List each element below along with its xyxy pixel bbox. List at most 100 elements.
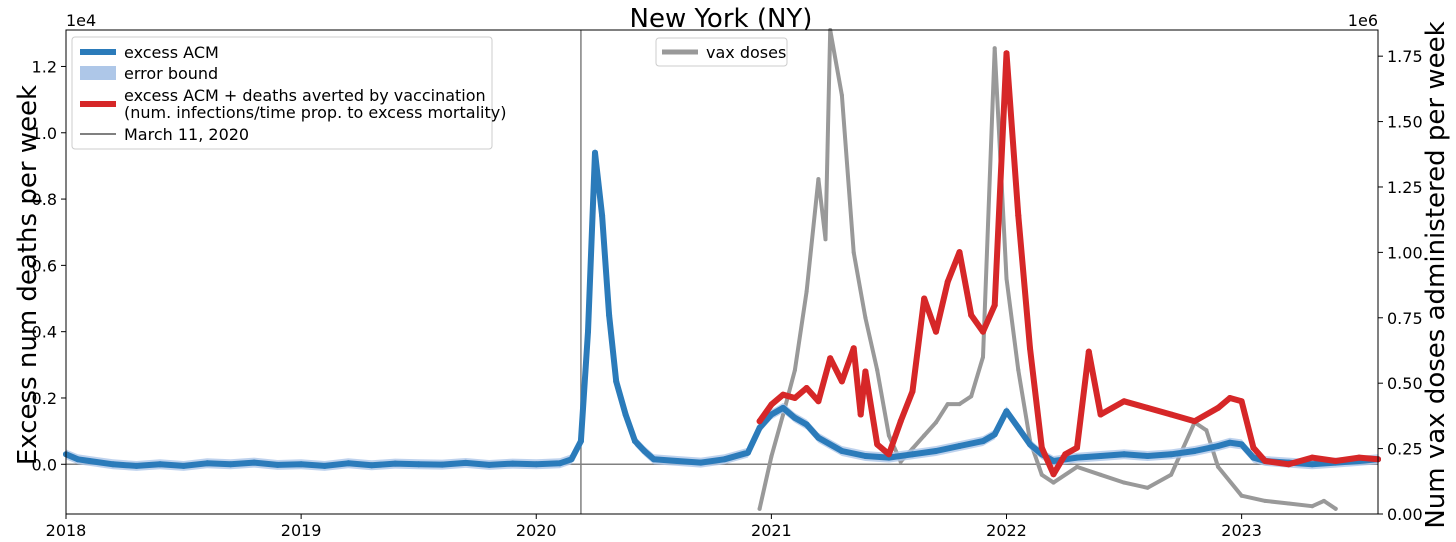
point-excess-acm-56 (1050, 458, 1057, 464)
point-excess-acm-17 (439, 461, 446, 468)
point-excess-acm-12 (321, 462, 328, 469)
y-tick-label-5: 1.0 (32, 124, 57, 143)
x-tick-label-4: 2022 (986, 521, 1027, 540)
point-excess-acm-60 (1144, 453, 1151, 459)
point-excess-acm-deaths-averted-by-vaccination-14 (909, 388, 916, 395)
point-excess-acm-36 (721, 456, 728, 463)
point-excess-acm-52 (1003, 408, 1010, 415)
legend-label-error-bound: error bound (124, 64, 218, 83)
point-excess-acm-deaths-averted-by-vaccination-33 (1168, 411, 1175, 418)
point-excess-acm-deaths-averted-by-vaccination-19 (968, 312, 975, 319)
point-excess-acm-22 (556, 460, 563, 467)
series-line-excess-acm-deaths-averted-by-vaccination (756, 50, 1381, 478)
point-excess-acm-30 (622, 411, 629, 418)
y-tick-label-1: 0.2 (32, 389, 57, 408)
point-excess-acm-deaths-averted-by-vaccination-36 (1226, 395, 1233, 401)
point-excess-acm-deaths-averted-by-vaccination-37 (1238, 398, 1245, 405)
point-excess-acm-45 (862, 453, 869, 459)
y2-tick-label-1: 0.25 (1387, 440, 1423, 459)
point-excess-acm-47 (909, 451, 916, 458)
legend-main-box (71, 36, 493, 150)
point-excess-acm-deaths-averted-by-vaccination-34 (1191, 418, 1198, 425)
legend-label-vax-doses: vax doses (706, 43, 786, 62)
point-excess-acm-37 (744, 449, 751, 456)
point-vax-doses-10 (863, 315, 868, 320)
legend-label-acm-plus-averted: excess ACM + deaths averted by vaccinati… (124, 86, 486, 105)
point-excess-acm-24 (577, 438, 584, 445)
legend-swatch-error-bound (80, 66, 116, 80)
point-excess-acm-15 (392, 460, 399, 467)
point-vax-doses-21 (992, 46, 997, 51)
point-excess-acm-21 (533, 461, 540, 468)
point-excess-acm-20 (509, 460, 516, 467)
point-excess-acm-deaths-averted-by-vaccination-38 (1250, 444, 1257, 451)
point-excess-acm-deaths-averted-by-vaccination-42 (1332, 458, 1339, 464)
point-excess-acm-61 (1168, 451, 1175, 458)
point-excess-acm-deaths-averted-by-vaccination-3 (791, 395, 798, 401)
point-excess-acm-1 (74, 456, 81, 463)
point-excess-acm-49 (956, 443, 963, 449)
point-excess-acm-deaths-averted-by-vaccination-28 (1074, 444, 1080, 451)
y-tick-label-3: 0.6 (32, 256, 57, 275)
point-vax-doses-23 (1016, 368, 1021, 373)
point-excess-acm-28 (606, 312, 613, 319)
point-excess-acm-32 (641, 448, 648, 454)
point-excess-acm-23 (568, 456, 575, 463)
point-excess-acm-14 (368, 462, 375, 469)
point-excess-acm-29 (613, 378, 620, 385)
point-vax-doses-26 (1051, 480, 1056, 485)
point-excess-acm-38 (756, 424, 763, 431)
y2-tick-label-5: 1.25 (1387, 178, 1423, 197)
point-vax-doses-1 (769, 454, 774, 459)
point-excess-acm-31 (632, 438, 638, 445)
point-excess-acm-deaths-averted-by-vaccination-29 (1085, 348, 1092, 355)
point-excess-acm-10 (274, 461, 281, 468)
point-excess-acm-deaths-averted-by-vaccination-22 (1003, 50, 1010, 57)
y-axis-left: 0.0 0.2 0.4 0.6 0.8 1.0 1.2 (32, 57, 66, 474)
point-excess-acm-66 (1250, 454, 1257, 461)
point-excess-acm-9 (251, 459, 258, 466)
point-excess-acm-deaths-averted-by-vaccination-13 (897, 418, 904, 425)
point-excess-acm-deaths-averted-by-vaccination-20 (980, 328, 986, 335)
y-axis-title: Excess num deaths per week (13, 85, 43, 465)
point-excess-acm-6 (180, 462, 187, 469)
point-excess-acm-48 (933, 448, 939, 454)
y2-tick-label-3: 0.75 (1387, 309, 1423, 328)
point-excess-acm-deaths-averted-by-vaccination-15 (921, 295, 928, 302)
point-excess-acm-deaths-averted-by-vaccination-4 (803, 385, 810, 391)
point-excess-acm-3 (110, 461, 116, 468)
point-excess-acm-deaths-averted-by-vaccination-26 (1050, 471, 1057, 478)
y-axis-right: 0.00 0.25 0.50 0.75 1.00 1.25 1.50 1.75 (1378, 47, 1423, 524)
point-excess-acm-deaths-averted-by-vaccination-27 (1062, 451, 1069, 458)
point-excess-acm-19 (486, 461, 493, 468)
y2-exponent-label: 1e6 (1348, 11, 1378, 30)
y2-tick-label-4: 1.00 (1387, 243, 1423, 262)
point-vax-doses-6 (823, 237, 828, 242)
point-excess-acm-53 (1015, 424, 1022, 431)
point-excess-acm-63 (1215, 443, 1222, 449)
point-excess-acm-58 (1097, 453, 1104, 459)
point-excess-acm-deaths-averted-by-vaccination-32 (1144, 404, 1151, 411)
x-tick-label-5: 2023 (1221, 521, 1262, 540)
legend-secondary-box (655, 37, 788, 67)
point-excess-acm-27 (599, 212, 606, 219)
chart-title: New York (NY) (630, 4, 813, 34)
point-excess-acm-deaths-averted-by-vaccination-0 (756, 418, 763, 425)
legend-main: excess ACM error bound excess ACM + deat… (71, 36, 506, 150)
point-vax-doses-4 (804, 289, 809, 294)
y2-tick-label-7: 1.75 (1387, 47, 1423, 66)
point-vax-doses-16 (934, 420, 938, 425)
point-vax-doses-33 (1204, 428, 1209, 433)
point-vax-doses-20 (981, 355, 985, 359)
point-excess-acm-deaths-averted-by-vaccination-24 (1027, 345, 1033, 352)
point-excess-acm-deaths-averted-by-vaccination-39 (1262, 458, 1269, 464)
point-excess-acm-deaths-averted-by-vaccination-30 (1097, 411, 1104, 418)
point-excess-acm-13 (345, 460, 352, 467)
point-excess-acm-16 (415, 461, 422, 468)
point-vax-doses-5 (816, 177, 821, 182)
point-excess-acm-deaths-averted-by-vaccination-5 (815, 398, 822, 405)
point-excess-acm-deaths-averted-by-vaccination-7 (838, 378, 845, 385)
point-excess-acm-deaths-averted-by-vaccination-43 (1356, 454, 1363, 461)
point-excess-acm-69 (1309, 461, 1316, 468)
point-excess-acm-33 (650, 456, 657, 463)
